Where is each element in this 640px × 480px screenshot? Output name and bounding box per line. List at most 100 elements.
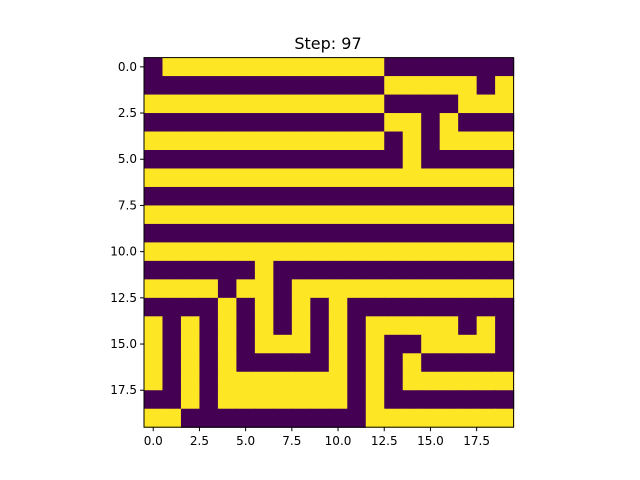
- heatmap-cell: [384, 353, 404, 373]
- heatmap-cell: [402, 186, 422, 207]
- heatmap-cell: [180, 334, 201, 354]
- heatmap-cell: [310, 94, 330, 114]
- heatmap-cell: [273, 297, 293, 317]
- heatmap-cell: [495, 76, 515, 96]
- heatmap-cell: [402, 223, 422, 243]
- heatmap-cell: [458, 371, 478, 391]
- heatmap-cell: [421, 57, 441, 77]
- heatmap-cell: [199, 150, 219, 170]
- heatmap-cell: [291, 408, 311, 428]
- heatmap-cell: [328, 242, 348, 262]
- heatmap-cell: [180, 131, 201, 151]
- heatmap-cell: [458, 242, 478, 262]
- heatmap-cell: [347, 76, 367, 96]
- heatmap-cell: [476, 297, 496, 317]
- x-tick-label: 12.5: [371, 434, 398, 448]
- heatmap-cell: [365, 57, 385, 77]
- heatmap-cell: [328, 260, 348, 280]
- heatmap-cell: [458, 279, 478, 299]
- heatmap-cell: [476, 316, 496, 336]
- heatmap-cell: [365, 334, 385, 354]
- heatmap-cell: [273, 223, 293, 243]
- heatmap-cell: [144, 150, 164, 170]
- heatmap-cell: [162, 223, 182, 243]
- heatmap-cell: [217, 334, 237, 354]
- heatmap-cell: [291, 205, 311, 225]
- heatmap-cell: [144, 57, 164, 77]
- heatmap-cell: [365, 223, 385, 243]
- heatmap-cell: [328, 353, 348, 373]
- heatmap-cell: [476, 371, 496, 391]
- heatmap-cell: [162, 113, 182, 133]
- heatmap-cell: [458, 205, 478, 225]
- heatmap-cell: [439, 297, 459, 317]
- heatmap-cell: [495, 242, 515, 262]
- heatmap-cell: [217, 76, 237, 96]
- heatmap-cell: [384, 408, 404, 428]
- heatmap-cell: [273, 205, 293, 225]
- heatmap-cell: [384, 242, 404, 262]
- heatmap-cell: [402, 168, 422, 188]
- heatmap-cell: [328, 205, 348, 225]
- heatmap-cell: [495, 186, 515, 207]
- heatmap-cell: [476, 408, 496, 428]
- heatmap-cell: [402, 150, 422, 170]
- heatmap-cell: [402, 94, 422, 114]
- heatmap-cells: [144, 57, 515, 428]
- heatmap-cell: [384, 223, 404, 243]
- heatmap-cell: [458, 390, 478, 410]
- heatmap-cell: [476, 353, 496, 373]
- heatmap-cell: [310, 113, 330, 133]
- heatmap-cell: [236, 168, 256, 188]
- heatmap-cell: [421, 279, 441, 299]
- heatmap-cell: [273, 131, 293, 151]
- heatmap-cell: [254, 371, 274, 391]
- heatmap-cell: [144, 131, 164, 151]
- heatmap-cell: [199, 223, 219, 243]
- heatmap-cell: [347, 150, 367, 170]
- heatmap-cell: [495, 408, 515, 428]
- heatmap-cell: [421, 353, 441, 373]
- heatmap-cell: [236, 113, 256, 133]
- heatmap-cell: [162, 279, 182, 299]
- heatmap-cell: [217, 353, 237, 373]
- heatmap-cell: [402, 131, 422, 151]
- heatmap-cell: [273, 242, 293, 262]
- heatmap-cell: [402, 242, 422, 262]
- heatmap-cell: [365, 205, 385, 225]
- heatmap-cell: [254, 150, 274, 170]
- heatmap-cell: [291, 168, 311, 188]
- heatmap-cell: [310, 408, 330, 428]
- heatmap-cell: [180, 94, 201, 114]
- heatmap-cell: [439, 94, 459, 114]
- y-tick-label: 17.5: [110, 383, 137, 397]
- heatmap-cell: [328, 334, 348, 354]
- heatmap-cell: [384, 390, 404, 410]
- heatmap-cell: [365, 94, 385, 114]
- heatmap-cell: [458, 94, 478, 114]
- heatmap-cell: [328, 76, 348, 96]
- heatmap-cell: [458, 186, 478, 207]
- heatmap-cell: [254, 168, 274, 188]
- heatmap-cell: [495, 131, 515, 151]
- heatmap-cell: [347, 390, 367, 410]
- heatmap-cell: [144, 279, 164, 299]
- y-tick-label: 12.5: [110, 291, 137, 305]
- heatmap-cell: [310, 205, 330, 225]
- heatmap-cell: [310, 279, 330, 299]
- plot-frame: [143, 57, 515, 428]
- heatmap-cell: [144, 316, 164, 336]
- heatmap-cell: [476, 76, 496, 96]
- heatmap-cell: [180, 260, 201, 280]
- heatmap-cell: [291, 186, 311, 207]
- x-tick-label: 0.0: [144, 434, 163, 448]
- heatmap-cell: [254, 94, 274, 114]
- heatmap-cell: [495, 168, 515, 188]
- heatmap-cell: [402, 76, 422, 96]
- heatmap-cell: [217, 94, 237, 114]
- heatmap-cell: [365, 390, 385, 410]
- heatmap-cell: [236, 390, 256, 410]
- heatmap-cell: [199, 242, 219, 262]
- heatmap-cell: [495, 390, 515, 410]
